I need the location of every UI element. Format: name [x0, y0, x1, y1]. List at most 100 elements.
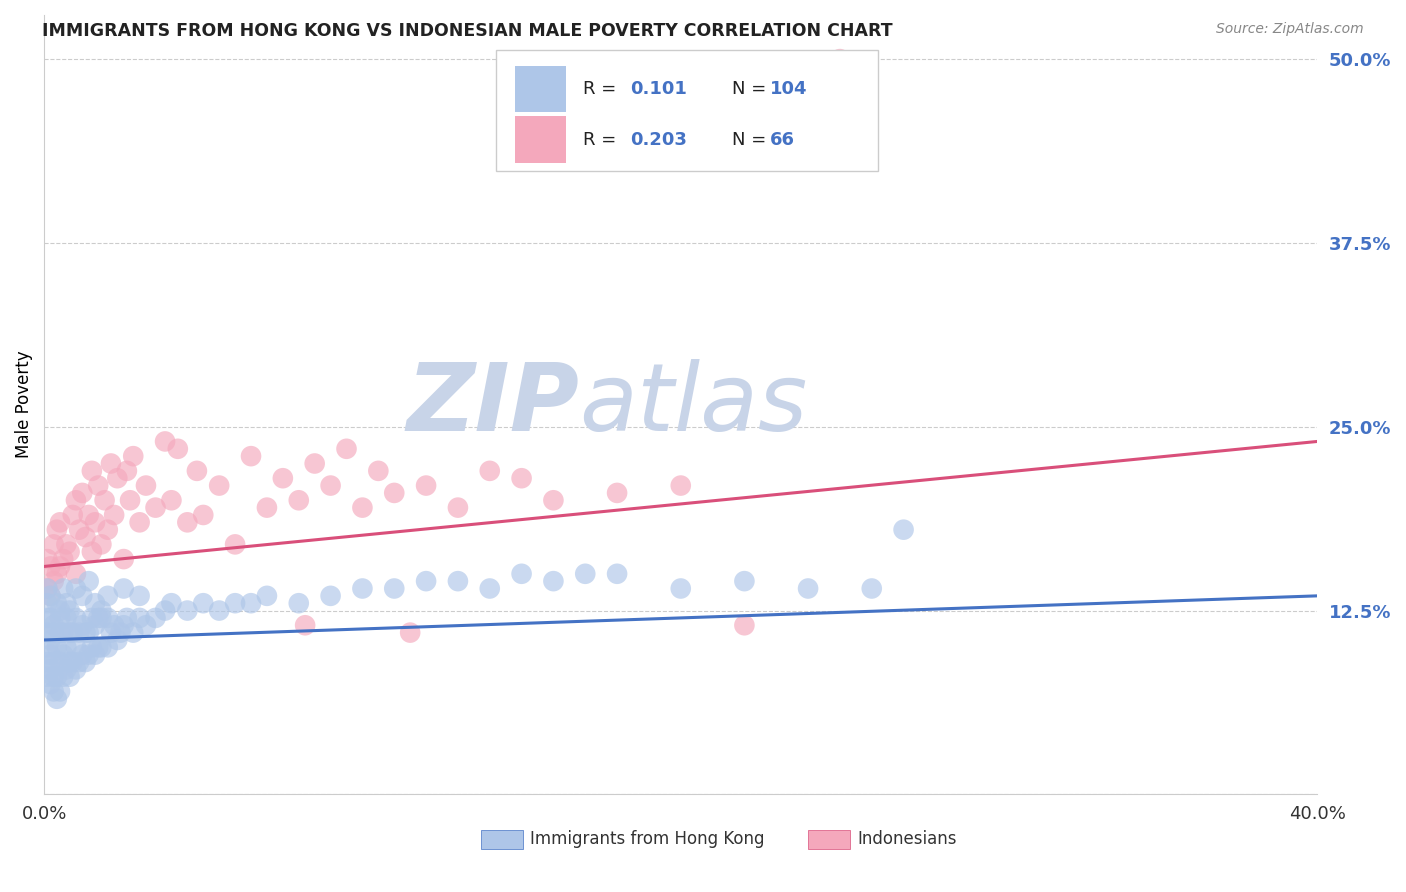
Point [319, 478, 342, 492]
Point [176, 516, 198, 530]
Point [58, 655, 80, 669]
Point [80, 640, 103, 655]
Point [797, 582, 820, 596]
Point [90, 537, 112, 551]
Point [97, 640, 120, 655]
Point [37, 596, 59, 610]
Point [52, 552, 75, 566]
Text: R =: R = [582, 131, 616, 149]
Point [224, 537, 246, 551]
Point [67, 655, 90, 669]
Point [240, 449, 263, 463]
Point [45, 523, 67, 537]
Point [65, 662, 87, 676]
Point [382, 486, 405, 500]
Point [52, 582, 75, 596]
Point [115, 464, 138, 478]
Point [574, 566, 596, 581]
Point [67, 625, 90, 640]
Point [122, 449, 145, 463]
Point [271, 471, 294, 485]
Point [160, 493, 183, 508]
Point [93, 493, 115, 508]
Point [84, 618, 107, 632]
Point [304, 457, 326, 471]
Point [75, 625, 97, 640]
Point [145, 611, 167, 625]
Point [606, 566, 628, 581]
Bar [515, 66, 567, 112]
Point [49, 655, 72, 669]
Point [90, 640, 112, 655]
Point [103, 508, 125, 522]
Point [186, 464, 208, 478]
Point [72, 486, 94, 500]
Point [105, 471, 128, 485]
Text: 66: 66 [770, 131, 794, 149]
Point [120, 493, 142, 508]
Point [135, 618, 157, 632]
Point [97, 611, 120, 625]
Point [55, 537, 77, 551]
Point [97, 523, 120, 537]
Point [62, 625, 84, 640]
Point [45, 566, 67, 581]
Point [287, 596, 309, 610]
Point [77, 508, 100, 522]
Point [42, 618, 65, 632]
Point [478, 464, 501, 478]
Point [58, 545, 80, 559]
Point [39, 559, 62, 574]
Point [45, 596, 67, 610]
Point [77, 648, 100, 662]
Point [153, 434, 176, 449]
Point [67, 523, 90, 537]
Point [37, 582, 59, 596]
Point [115, 611, 138, 625]
Point [87, 640, 110, 655]
Text: 0.203: 0.203 [630, 131, 686, 149]
Point [80, 545, 103, 559]
Point [42, 625, 65, 640]
Point [166, 442, 188, 456]
Point [42, 537, 65, 551]
Text: N =: N = [731, 80, 766, 98]
Point [84, 596, 107, 610]
Point [39, 611, 62, 625]
Point [256, 500, 278, 515]
Point [319, 589, 342, 603]
Point [105, 632, 128, 647]
Point [128, 611, 150, 625]
Point [733, 618, 755, 632]
Point [287, 493, 309, 508]
Point [90, 611, 112, 625]
Point [208, 603, 231, 617]
Point [37, 582, 59, 596]
Point [478, 582, 501, 596]
Point [55, 640, 77, 655]
Point [100, 457, 122, 471]
Point [39, 589, 62, 603]
Point [39, 632, 62, 647]
Point [145, 500, 167, 515]
Point [52, 625, 75, 640]
Point [55, 596, 77, 610]
Point [135, 478, 157, 492]
Point [415, 574, 437, 589]
Point [39, 677, 62, 691]
Point [39, 648, 62, 662]
Point [37, 611, 59, 625]
Point [510, 471, 533, 485]
Point [62, 655, 84, 669]
Text: IMMIGRANTS FROM HONG KONG VS INDONESIAN MALE POVERTY CORRELATION CHART: IMMIGRANTS FROM HONG KONG VS INDONESIAN … [42, 22, 893, 40]
Point [58, 670, 80, 684]
Point [224, 596, 246, 610]
Point [45, 691, 67, 706]
Point [128, 516, 150, 530]
Point [52, 648, 75, 662]
Point [80, 611, 103, 625]
Y-axis label: Male Poverty: Male Poverty [15, 351, 32, 458]
Point [49, 559, 72, 574]
Point [447, 500, 470, 515]
Point [65, 566, 87, 581]
